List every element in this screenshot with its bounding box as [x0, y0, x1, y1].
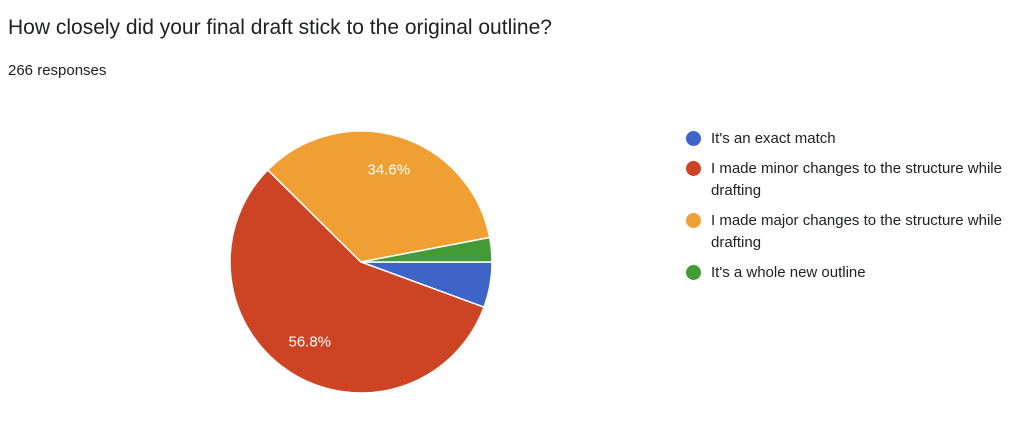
legend-swatch [686, 131, 701, 146]
legend-label: It's an exact match [711, 130, 836, 147]
legend: It's an exact match I made minor changes … [686, 128, 1016, 292]
pie-slice [229, 168, 485, 394]
legend-item: It's a whole new outline [686, 262, 1016, 284]
pie-slice [266, 130, 491, 263]
pie-slice [360, 236, 493, 263]
slice-label: 34.6% [368, 161, 411, 178]
response-count: 266 responses [8, 62, 107, 79]
legend-item: I made major changes to the structure wh… [686, 210, 1016, 254]
legend-swatch [686, 265, 701, 280]
legend-label: I made major changes to the structure wh… [711, 212, 1002, 251]
legend-swatch [686, 161, 701, 176]
slice-label: 56.8% [288, 334, 331, 351]
chart-title: How closely did your final draft stick t… [8, 16, 552, 39]
legend-label: I made minor changes to the structure wh… [711, 160, 1002, 199]
legend-item: It's an exact match [686, 128, 1016, 150]
legend-label: It's a whole new outline [711, 264, 866, 281]
legend-item: I made minor changes to the structure wh… [686, 158, 1016, 202]
legend-swatch [686, 213, 701, 228]
chart: 56.8% 34.6% [229, 130, 493, 394]
